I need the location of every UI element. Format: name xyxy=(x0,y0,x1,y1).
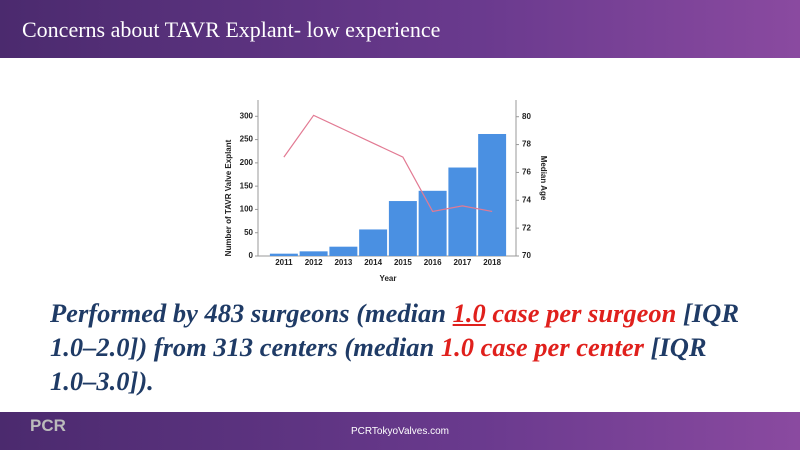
y2-tick-label: 78 xyxy=(522,140,531,149)
y-tick-label: 300 xyxy=(240,111,254,120)
text: [IQR 1.0–3.0]). xyxy=(50,332,707,396)
bar xyxy=(359,229,388,256)
chart: 0 50 100 150 200 250 300 70 72 74 76 78 80 Number of … xyxy=(224,100,548,283)
y-tick-label: 250 xyxy=(240,135,254,144)
y-tick-label: 0 xyxy=(249,251,254,260)
bar xyxy=(299,251,328,256)
x-tick-label: 2018 xyxy=(483,258,501,267)
y2-tick-label: 72 xyxy=(522,223,531,232)
y2-tick-label: 70 xyxy=(522,251,531,260)
text: [IQR 1.0–2.0]) from 313 centers (median xyxy=(50,298,739,362)
text: Performed by 483 surgeons (median xyxy=(50,298,453,328)
x-tick-label: 2011 xyxy=(275,258,293,267)
y2-tick-label: 76 xyxy=(522,168,531,177)
bar xyxy=(478,133,507,256)
footer: PCR PCRTokyoValves.com xyxy=(0,412,800,450)
bar xyxy=(329,246,358,256)
x-tick-label: 2015 xyxy=(394,258,412,267)
x-tick-label: 2017 xyxy=(453,258,471,267)
bar xyxy=(418,190,447,256)
x-tick-label: 2013 xyxy=(334,258,352,267)
x-tick-label: 2016 xyxy=(424,258,442,267)
body-text: Performed by 483 surgeons (median 1.0 ca… xyxy=(50,296,750,398)
y-tick-label: 150 xyxy=(240,181,254,190)
bar xyxy=(448,167,477,256)
line xyxy=(283,114,493,213)
slide-title: Concerns about TAVR Explant- low experie… xyxy=(22,17,441,42)
bar xyxy=(269,253,298,256)
x-tick-label: 2012 xyxy=(305,258,323,267)
footer-site: PCRTokyoValves.com xyxy=(351,426,449,437)
x-tick-label: 2014 xyxy=(364,258,382,267)
text: case per surgeon xyxy=(485,298,677,328)
logo: PCR xyxy=(30,416,66,435)
text: 1.0 xyxy=(452,298,486,328)
text: 1.0 case per center xyxy=(440,332,644,362)
y-axis-label: Number of TAVR Valve Explant xyxy=(224,139,233,256)
y2-axis-label: Median Age xyxy=(539,156,548,201)
y2-tick-label: 74 xyxy=(522,195,531,204)
header: Concerns about TAVR Explant- low experie… xyxy=(0,0,800,58)
x-axis-label: Year xyxy=(380,274,397,283)
y2-tick-label: 80 xyxy=(522,112,531,121)
y-tick-label: 50 xyxy=(244,228,253,237)
bar xyxy=(388,201,417,256)
y-tick-label: 200 xyxy=(240,158,254,167)
y-tick-label: 100 xyxy=(240,205,254,214)
